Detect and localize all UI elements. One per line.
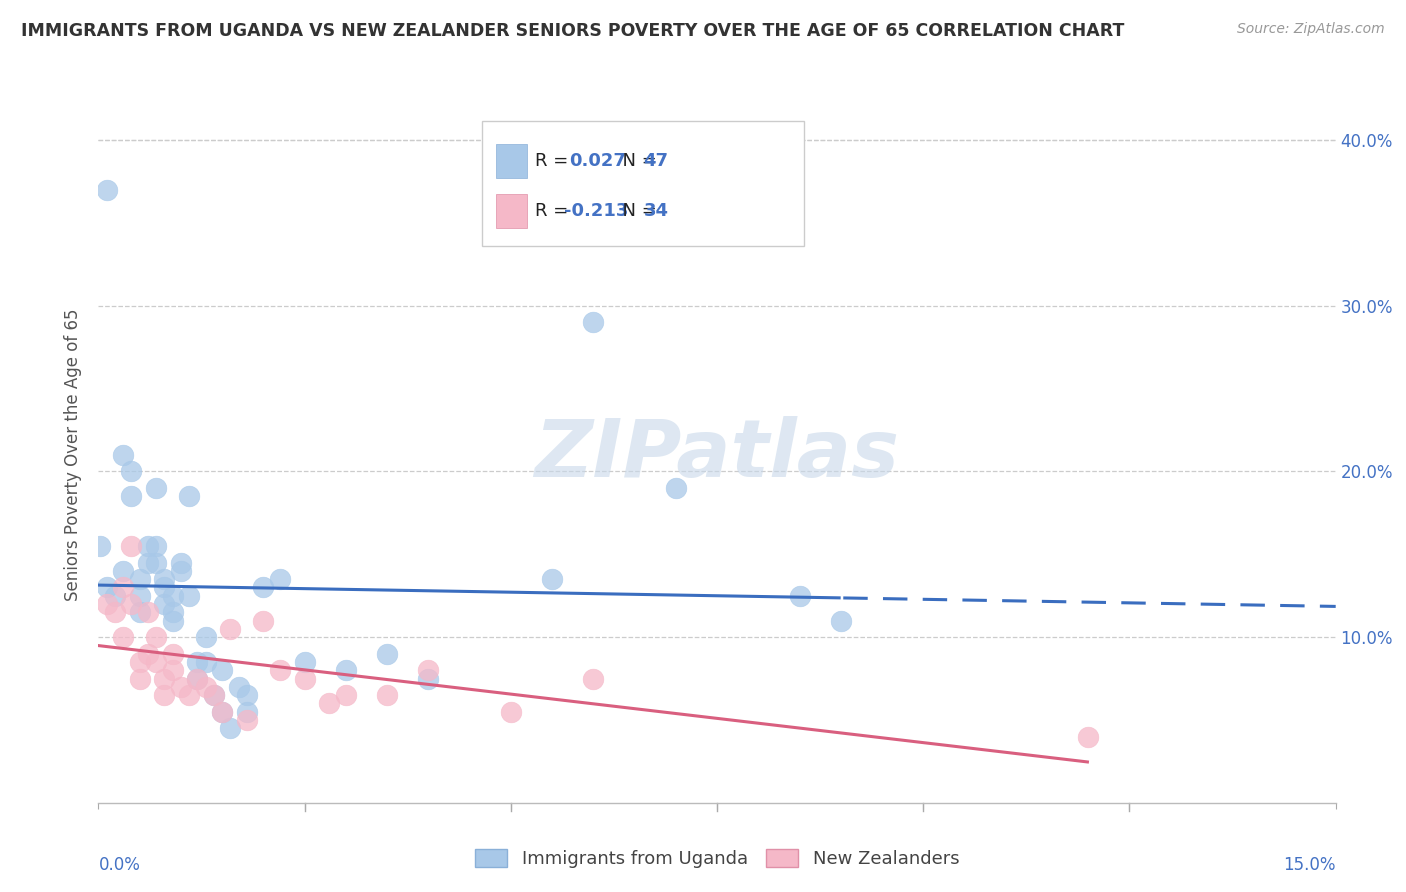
Point bbox=[112, 630, 135, 644]
Point bbox=[211, 705, 233, 719]
Text: Source: ZipAtlas.com: Source: ZipAtlas.com bbox=[1237, 22, 1385, 37]
Point bbox=[375, 688, 398, 702]
Point bbox=[153, 597, 176, 611]
Point bbox=[830, 614, 852, 628]
Point bbox=[153, 581, 176, 595]
Point bbox=[104, 589, 127, 603]
Point bbox=[170, 564, 193, 578]
Point bbox=[375, 647, 398, 661]
Text: IMMIGRANTS FROM UGANDA VS NEW ZEALANDER SENIORS POVERTY OVER THE AGE OF 65 CORRE: IMMIGRANTS FROM UGANDA VS NEW ZEALANDER … bbox=[21, 22, 1125, 40]
Point bbox=[211, 705, 233, 719]
Point bbox=[335, 688, 357, 702]
Point bbox=[96, 581, 118, 595]
Point bbox=[96, 183, 118, 197]
Point bbox=[145, 481, 167, 495]
Point bbox=[170, 680, 193, 694]
Point bbox=[145, 630, 167, 644]
Text: R =: R = bbox=[536, 202, 575, 220]
Point bbox=[186, 672, 208, 686]
Legend: Immigrants from Uganda, New Zealanders: Immigrants from Uganda, New Zealanders bbox=[465, 840, 969, 877]
Point bbox=[153, 688, 176, 702]
Point bbox=[136, 605, 159, 619]
Point bbox=[202, 688, 225, 702]
Point bbox=[252, 614, 274, 628]
Point bbox=[236, 705, 259, 719]
Point bbox=[136, 647, 159, 661]
Point bbox=[194, 655, 217, 669]
Point bbox=[541, 572, 564, 586]
Point bbox=[120, 539, 142, 553]
Point bbox=[112, 564, 135, 578]
Point bbox=[153, 572, 176, 586]
Point bbox=[136, 556, 159, 570]
Point bbox=[145, 539, 167, 553]
Point bbox=[120, 597, 142, 611]
Point bbox=[252, 581, 274, 595]
Point bbox=[96, 597, 118, 611]
Point bbox=[170, 556, 193, 570]
Point bbox=[120, 489, 142, 503]
Text: N =: N = bbox=[612, 202, 662, 220]
Point bbox=[202, 688, 225, 702]
Text: ZIPatlas: ZIPatlas bbox=[534, 416, 900, 494]
Text: 0.0%: 0.0% bbox=[98, 855, 141, 874]
Point bbox=[194, 630, 217, 644]
Point bbox=[145, 556, 167, 570]
Text: 15.0%: 15.0% bbox=[1284, 855, 1336, 874]
Point bbox=[582, 672, 605, 686]
Point bbox=[162, 663, 184, 677]
Point bbox=[294, 655, 316, 669]
Point bbox=[186, 655, 208, 669]
Point bbox=[194, 680, 217, 694]
Text: 34: 34 bbox=[644, 202, 669, 220]
Text: N =: N = bbox=[612, 152, 662, 170]
Text: 0.027: 0.027 bbox=[569, 152, 626, 170]
Point bbox=[179, 589, 201, 603]
Point bbox=[104, 605, 127, 619]
Point bbox=[128, 572, 150, 586]
Text: 47: 47 bbox=[644, 152, 669, 170]
Point bbox=[162, 605, 184, 619]
Point bbox=[128, 655, 150, 669]
Point bbox=[128, 672, 150, 686]
Point bbox=[128, 605, 150, 619]
Point bbox=[269, 663, 291, 677]
Point bbox=[120, 465, 142, 479]
Point bbox=[789, 589, 811, 603]
Point bbox=[1077, 730, 1099, 744]
Point bbox=[294, 672, 316, 686]
Point bbox=[582, 315, 605, 329]
Point bbox=[335, 663, 357, 677]
Text: R =: R = bbox=[536, 152, 581, 170]
Point bbox=[236, 713, 259, 727]
Point bbox=[186, 672, 208, 686]
Text: -0.213: -0.213 bbox=[564, 202, 628, 220]
Y-axis label: Seniors Poverty Over the Age of 65: Seniors Poverty Over the Age of 65 bbox=[65, 309, 83, 601]
Point bbox=[228, 680, 250, 694]
Point bbox=[269, 572, 291, 586]
Point bbox=[236, 688, 259, 702]
Point bbox=[112, 448, 135, 462]
Point bbox=[136, 539, 159, 553]
Point bbox=[665, 481, 688, 495]
Point bbox=[418, 672, 440, 686]
Point bbox=[128, 589, 150, 603]
Point bbox=[499, 705, 522, 719]
Point bbox=[179, 688, 201, 702]
Point bbox=[162, 647, 184, 661]
Point bbox=[211, 663, 233, 677]
Point bbox=[179, 489, 201, 503]
Point bbox=[112, 581, 135, 595]
Point bbox=[153, 672, 176, 686]
Point bbox=[89, 539, 111, 553]
Point bbox=[219, 721, 242, 735]
Point bbox=[162, 614, 184, 628]
Point bbox=[162, 589, 184, 603]
Point bbox=[219, 622, 242, 636]
Point bbox=[418, 663, 440, 677]
Point bbox=[145, 655, 167, 669]
Point bbox=[318, 697, 340, 711]
